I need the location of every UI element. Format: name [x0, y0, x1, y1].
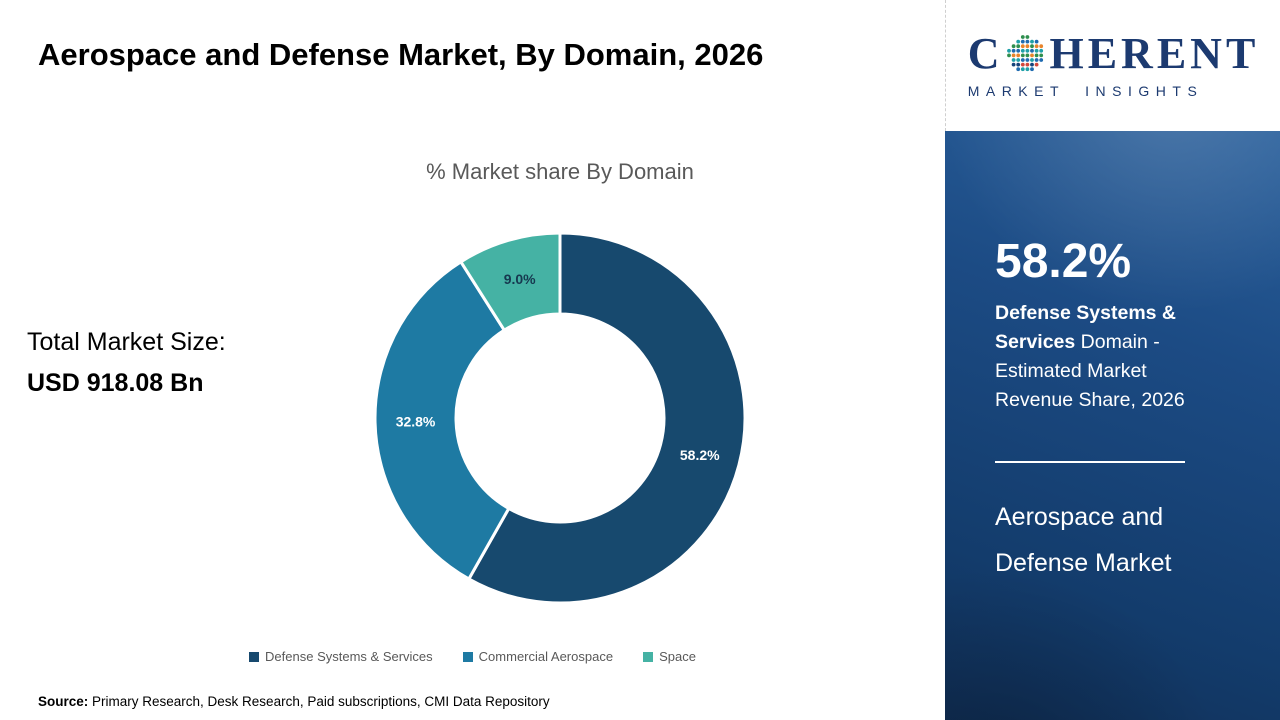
highlight-percent: 58.2% [995, 235, 1132, 288]
legend-swatch [462, 651, 473, 662]
logo-tagline: MARKET INSIGHTS [967, 83, 1204, 99]
legend-swatch [249, 651, 260, 662]
page-title: Aerospace and Defense Market, By Domain,… [38, 37, 764, 72]
source-note: Source: Primary Research, Desk Research,… [38, 694, 550, 709]
legend-item: Defense Systems & Services [249, 649, 433, 664]
globe-icon [1007, 35, 1044, 72]
donut-slice-2 [459, 231, 562, 332]
legend-label: Commercial Aerospace [478, 649, 614, 664]
coherent-logo: C HERENT MARKET INSIGHTS [967, 32, 1260, 100]
chart-legend: Defense Systems & Services Commercial Aer… [0, 649, 945, 664]
panel-market-title: Aerospace and Defense Market [995, 503, 1172, 577]
slice-label-0: 58.2% [680, 447, 720, 463]
legend-swatch [643, 651, 654, 662]
highlight-description-rest: Domain - Estimated Market Revenue Share,… [995, 331, 1185, 411]
total-market-size-label: Total Market Size: [27, 328, 226, 356]
legend-item: Commercial Aerospace [462, 649, 614, 664]
source-label: Source: [38, 694, 89, 709]
legend-label: Defense Systems & Services [265, 649, 433, 664]
logo-wordmark-rest: HERENT [1049, 29, 1260, 78]
highlight-description: Defense Systems & Services Domain - Esti… [995, 299, 1213, 415]
total-market-size-value: USD 918.08 Bn [27, 369, 204, 397]
slice-label-1: 32.8% [396, 414, 436, 430]
divider-line [995, 461, 1185, 463]
logo-letter-c: C [967, 29, 1004, 78]
source-text: Primary Research, Desk Research, Paid su… [88, 694, 550, 709]
donut-chart-svg: 58.2% 32.8% 9.0% [373, 231, 747, 605]
brand-logo-area: C HERENT MARKET INSIGHTS [945, 0, 1280, 131]
slice-label-2: 9.0% [504, 271, 536, 287]
donut-slice-1 [373, 260, 511, 581]
chart-title: % Market share By Domain [426, 159, 694, 184]
highlight-panel: 58.2% Defense Systems & Services Domain … [945, 131, 1280, 720]
legend-label: Space [659, 649, 696, 664]
legend-item: Space [643, 649, 696, 664]
logo-wordmark: C HERENT [968, 32, 1260, 76]
total-market-size: Total Market Size: USD 918.08 Bn [27, 328, 226, 398]
highlight-description-bold: Defense Systems & Services [995, 302, 1177, 353]
donut-slice-0 [467, 231, 747, 605]
